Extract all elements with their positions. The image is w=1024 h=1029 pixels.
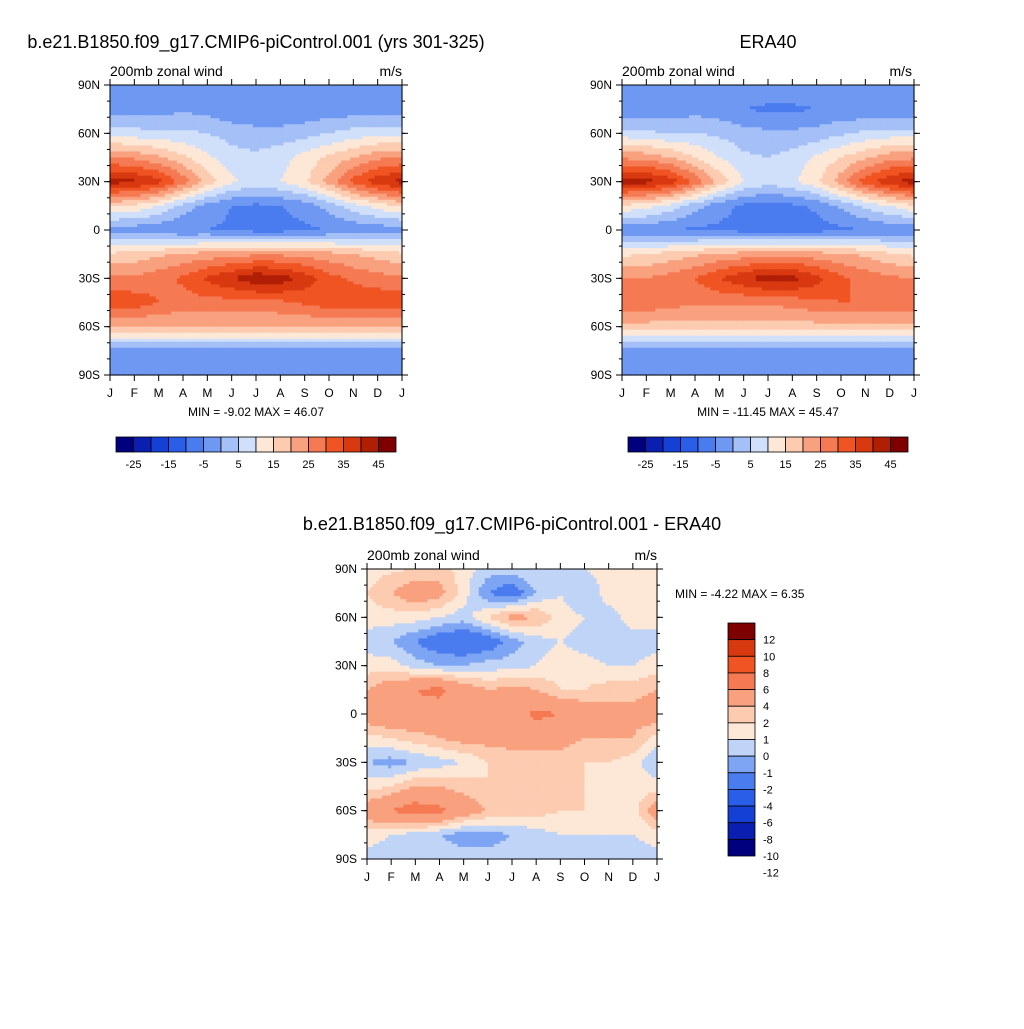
panel-model: b.e21.B1850.f09_g17.CMIP6-piControl.001 … xyxy=(27,32,484,471)
field-label: 200mb zonal wind xyxy=(110,63,223,79)
panel-title: b.e21.B1850.f09_g17.CMIP6-piControl.001 … xyxy=(27,32,484,53)
units-label: m/s xyxy=(379,63,402,79)
